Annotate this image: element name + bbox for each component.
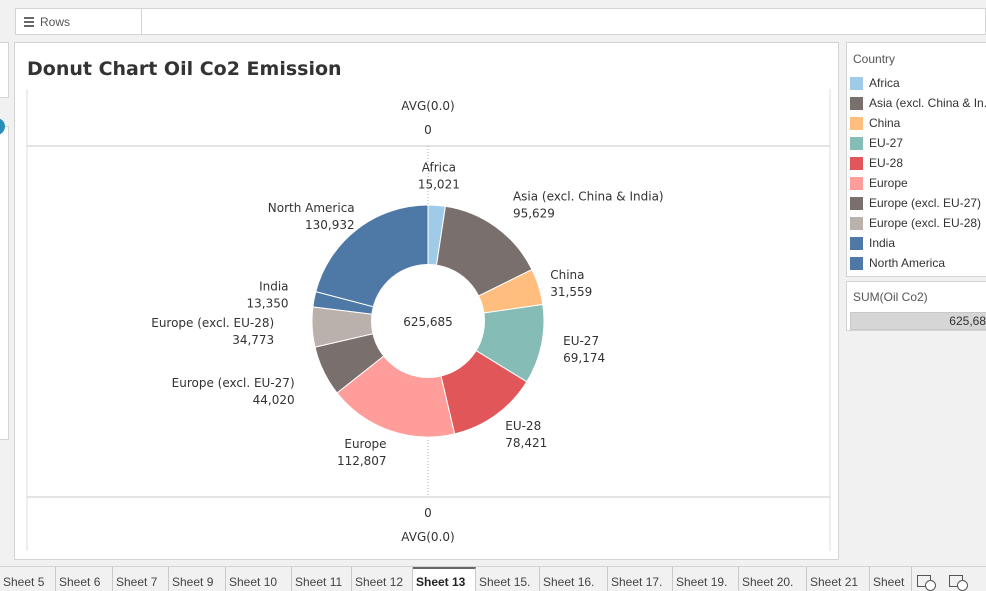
- sheet-tab[interactable]: Sheet 13: [413, 567, 476, 591]
- legend-swatch: [850, 96, 863, 110]
- slice-label: China: [550, 268, 584, 282]
- legend-label: China: [869, 116, 901, 130]
- slice-value-label: 130,932: [305, 218, 355, 232]
- worksheet-title: Donut Chart Oil Co2 Emission: [27, 58, 342, 80]
- sheet-tab[interactable]: Sheet 10: [226, 567, 292, 591]
- slice-value-label: 34,773: [232, 333, 274, 347]
- slice-label: India: [259, 279, 288, 293]
- legend-item[interactable]: India: [850, 234, 895, 252]
- legend-label: Asia (excl. China & In..: [869, 96, 986, 110]
- sheet-tab[interactable]: Sheet 15.: [476, 567, 540, 591]
- sheet-tab[interactable]: Sheet 9: [169, 567, 226, 591]
- legend-title: Country: [853, 52, 896, 66]
- bottom-axis-tick: 0: [424, 506, 432, 520]
- slice-value-label: 13,350: [247, 296, 289, 310]
- slice-value-label: 31,559: [550, 285, 592, 299]
- legend-label: North America: [869, 256, 946, 270]
- rows-label: Rows: [40, 14, 71, 29]
- slice-label: EU-28: [505, 419, 541, 433]
- legend-swatch: [850, 236, 863, 250]
- sheet-tab[interactable]: Sheet 21: [807, 567, 870, 591]
- legend-swatch: [850, 256, 863, 270]
- slice-value-label: 15,021: [418, 177, 460, 191]
- legend-item[interactable]: EU-28: [850, 154, 903, 172]
- legend-item[interactable]: China: [850, 114, 900, 132]
- sheet-tab[interactable]: Sheet 16.: [540, 567, 608, 591]
- legend-label: Africa: [869, 76, 900, 90]
- color-legend: Country Africa Asia (excl. China & In.. Ch…: [846, 42, 986, 277]
- new-dashboard-icon[interactable]: [949, 575, 968, 591]
- top-axis-title: AVG(0.0): [401, 99, 454, 113]
- slice-label: Europe: [344, 437, 386, 451]
- size-legend: SUM(Oil Co2) 625,68: [846, 281, 986, 331]
- legend-label: EU-28: [869, 156, 904, 170]
- sheet-tab-bar: Sheet 5 Sheet 6 Sheet 7 Sheet 9 Sheet 10 Shee…: [0, 566, 986, 591]
- legend-label: Europe (excl. EU-27): [869, 196, 982, 210]
- legend-item[interactable]: Asia (excl. China & In..: [850, 94, 986, 112]
- sheet-tab[interactable]: Sheet: [870, 567, 912, 591]
- slice-value-label: 112,807: [337, 454, 387, 468]
- legend-item[interactable]: Europe (excl. EU-28): [850, 214, 981, 232]
- sheet-tab[interactable]: Sheet 12: [352, 567, 413, 591]
- side-panel-edge: [0, 42, 10, 440]
- top-axis-tick: 0: [424, 123, 432, 137]
- legend-item[interactable]: North America: [850, 254, 945, 272]
- sheet-tab[interactable]: Sheet 20.: [739, 567, 807, 591]
- slice-label: Europe (excl. EU-27): [172, 376, 295, 390]
- slice-label: EU-27: [563, 334, 599, 348]
- legend-label: EU-27: [869, 136, 904, 150]
- donut-center-total: 625,685: [403, 315, 453, 329]
- size-legend-value: 625,68: [949, 314, 986, 328]
- legend-label: India: [869, 236, 896, 250]
- legend-label: Europe: [869, 176, 908, 190]
- legend-swatch: [850, 76, 863, 90]
- sheet-tab[interactable]: Sheet 17.: [608, 567, 673, 591]
- slice-value-label: 78,421: [505, 436, 547, 450]
- legend-item[interactable]: EU-27: [850, 134, 903, 152]
- slice-value-label: 95,629: [513, 207, 555, 221]
- bottom-axis-title: AVG(0.0): [401, 530, 454, 544]
- sheet-tab[interactable]: Sheet 7: [113, 567, 169, 591]
- slice-value-label: 69,174: [563, 351, 605, 365]
- sheet-tab[interactable]: Sheet 19.: [673, 567, 739, 591]
- worksheet-view: Donut Chart Oil Co2 Emission AVG(0.0) 0 0 A…: [14, 42, 839, 560]
- legend-swatch: [850, 176, 863, 190]
- legend-swatch: [850, 156, 863, 170]
- donut-chart: AVG(0.0) 0 0 AVG(0.0) Africa 15,021 Asia (excl…: [26, 89, 831, 551]
- legend-swatch: [850, 136, 863, 150]
- legend-item[interactable]: Europe: [850, 174, 908, 192]
- rows-shelf: Rows: [0, 0, 986, 40]
- sheet-tab[interactable]: Sheet 11: [292, 567, 352, 591]
- slice-label: North America: [268, 201, 355, 215]
- slice-label: Asia (excl. China & India): [513, 190, 664, 204]
- sheet-tab[interactable]: Sheet 6: [56, 567, 113, 591]
- list-icon: [24, 17, 34, 27]
- legend-item[interactable]: Africa: [850, 74, 900, 92]
- size-legend-title: SUM(Oil Co2): [853, 290, 928, 304]
- slice-value-label: 44,020: [253, 393, 295, 407]
- slice-label: Europe (excl. EU-28): [151, 316, 274, 330]
- rows-label-box: Rows: [16, 9, 142, 34]
- legend-swatch: [850, 116, 863, 130]
- sheet-tab[interactable]: Sheet 5: [0, 567, 56, 591]
- rows-drop-area[interactable]: Rows: [15, 8, 986, 35]
- new-worksheet-icon[interactable]: [917, 575, 936, 591]
- size-legend-bar: 625,68: [850, 312, 986, 330]
- legend-label: Europe (excl. EU-28): [869, 216, 982, 230]
- legend-item[interactable]: Europe (excl. EU-27): [850, 194, 981, 212]
- donut-hole: [371, 264, 485, 378]
- legend-swatch: [850, 196, 863, 210]
- legend-swatch: [850, 216, 863, 230]
- slice-label: Africa: [422, 160, 456, 174]
- panel-toggle-icon[interactable]: [0, 118, 5, 135]
